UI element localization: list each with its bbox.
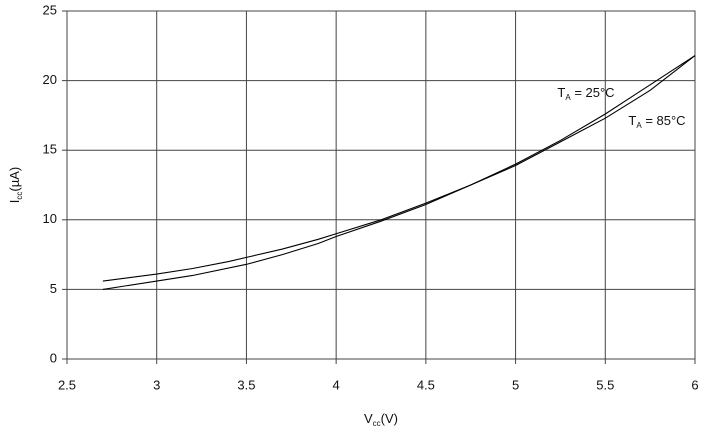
x-axis-label-main: V bbox=[364, 411, 373, 426]
y-axis-label-main: I bbox=[7, 200, 22, 204]
x-axis-label-sub: cc bbox=[373, 419, 381, 428]
x-tick-label: 5 bbox=[512, 377, 519, 392]
x-axis-label: Vcc(V) bbox=[364, 411, 398, 428]
line bbox=[102, 55, 696, 290]
x-axis-label-rest: (V) bbox=[381, 411, 398, 426]
series-label-rest: = 25°C bbox=[571, 85, 615, 100]
y-tick-label: 15 bbox=[43, 142, 57, 157]
y-tick-label: 20 bbox=[43, 72, 57, 87]
x-tick-label: 6 bbox=[691, 377, 698, 392]
x-tick-label: 5.5 bbox=[596, 377, 614, 392]
y-axis-label: Icc(µA) bbox=[7, 167, 24, 203]
y-tick-label: 0 bbox=[50, 350, 57, 365]
series-label-sub: A bbox=[565, 93, 571, 102]
y-tick-label: 10 bbox=[43, 211, 57, 226]
series-label-sub: A bbox=[636, 121, 642, 130]
y-tick-label: 5 bbox=[50, 281, 57, 296]
x-tick-label: 3.5 bbox=[237, 377, 255, 392]
x-tick-label: 3 bbox=[153, 377, 160, 392]
series-label: TA = 85°C bbox=[628, 113, 685, 130]
y-axis-label-sub: cc bbox=[15, 192, 24, 200]
y-tick-label: 25 bbox=[43, 2, 57, 17]
line bbox=[102, 55, 696, 282]
series-label: TA = 25°C bbox=[557, 85, 614, 102]
x-tick-label: 2.5 bbox=[58, 377, 76, 392]
x-tick-label: 4.5 bbox=[417, 377, 435, 392]
series-label-main: T bbox=[557, 85, 565, 100]
series-label-rest: = 85°C bbox=[642, 113, 686, 128]
series-label-main: T bbox=[628, 113, 636, 128]
x-tick-label: 4 bbox=[333, 377, 340, 392]
plot-border bbox=[66, 10, 696, 360]
y-axis-label-rest: (µA) bbox=[7, 167, 22, 192]
